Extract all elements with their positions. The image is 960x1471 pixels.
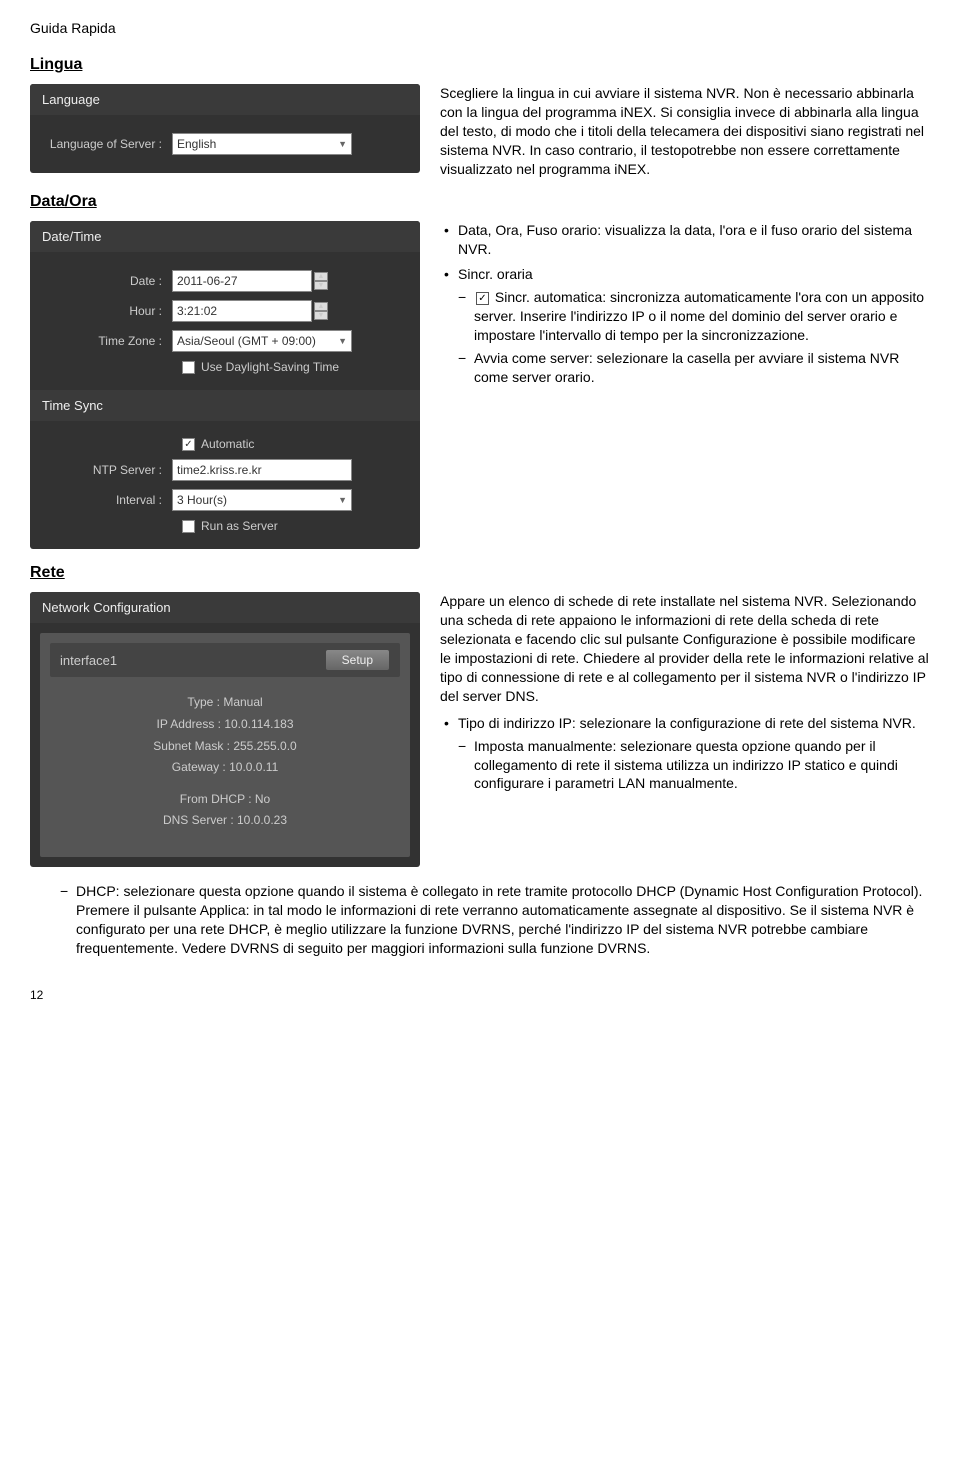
interface-name: interface1	[60, 653, 117, 668]
doc-header: Guida Rapida	[30, 20, 930, 36]
dataora-sub-1: ✓ Sincr. automatica: sincronizza automat…	[458, 288, 930, 345]
chevron-down-icon: ▼	[338, 495, 347, 505]
hour-spinner[interactable]: ▲▼	[314, 302, 328, 320]
section-lingua-title: Lingua	[30, 56, 930, 74]
dataora-bullet-1: Data, Ora, Fuso orario: visualizza la da…	[440, 221, 930, 259]
page-number: 12	[30, 988, 930, 1002]
date-input[interactable]: 2011-06-27	[172, 270, 312, 292]
net-dhcp: From DHCP : No	[50, 789, 400, 811]
section-rete-title: Rete	[30, 564, 930, 582]
language-panel-header: Language	[30, 84, 420, 115]
language-select[interactable]: English ▼	[172, 133, 352, 155]
interval-value: 3 Hour(s)	[177, 493, 227, 507]
interval-select[interactable]: 3 Hour(s) ▼	[172, 489, 352, 511]
dvrns-label: DVRNS	[230, 940, 279, 956]
dataora-sub-2: Avvia come server: selezionare la casell…	[458, 349, 930, 387]
interval-label: Interval :	[42, 493, 172, 507]
rete-bullet-rest: : selezionare la configurazione di rete …	[572, 715, 916, 731]
net-type: Type : Manual	[50, 692, 400, 714]
inline-checkbox-icon: ✓	[476, 292, 489, 305]
chevron-down-icon: ▼	[338, 139, 347, 149]
automatic-label: Automatic	[201, 437, 254, 451]
tz-label: Time Zone :	[42, 334, 172, 348]
dst-label: Use Daylight-Saving Time	[201, 360, 339, 374]
date-label: Date :	[42, 274, 172, 288]
date-value: 2011-06-27	[177, 274, 238, 288]
sub1-strong: Sincr. automatica	[495, 289, 602, 305]
bullet1-strong: Data, Ora, Fuso orario	[458, 222, 597, 238]
rete-bullet-strong: Tipo di indirizzo IP	[458, 715, 572, 731]
tz-value: Asia/Seoul (GMT + 09:00)	[177, 334, 316, 348]
hour-input[interactable]: 3:21:02	[172, 300, 312, 322]
chevron-down-icon: ▼	[338, 336, 347, 346]
language-panel: Language Language of Server : English ▼	[30, 84, 420, 173]
net-gateway: Gateway : 10.0.0.11	[50, 757, 400, 779]
dhcp-rest-c: di seguito per maggiori informazioni sul…	[279, 940, 650, 956]
sub2-strong: Avvia come server	[474, 350, 589, 366]
datetime-panel-header: Date/Time	[30, 221, 420, 252]
dataora-bullet-2: Sincr. oraria ✓ Sincr. automatica: sincr…	[440, 265, 930, 386]
lingua-description: Scegliere la lingua in cui avviare il si…	[440, 84, 930, 178]
hour-label: Hour :	[42, 304, 172, 318]
applica-label: Applica	[200, 902, 246, 918]
language-field-label: Language of Server :	[42, 137, 172, 151]
rete-sub-1: Imposta manualmente: selezionare questa …	[458, 737, 930, 794]
net-ip: IP Address : 10.0.114.183	[50, 714, 400, 736]
dhcp-strong: DHCP	[76, 883, 116, 899]
rete-bullet-1: Tipo di indirizzo IP: selezionare la con…	[440, 714, 930, 794]
ntp-label: NTP Server :	[42, 463, 172, 477]
language-select-value: English	[177, 137, 216, 151]
network-panel-header: Network Configuration	[30, 592, 420, 623]
section-dataora-title: Data/Ora	[30, 193, 930, 211]
timesync-header: Time Sync	[30, 390, 420, 421]
rete-sub-strong: Imposta manualmente	[474, 738, 613, 754]
net-subnet: Subnet Mask : 255.255.0.0	[50, 736, 400, 758]
rete-conf: Configurazione	[683, 631, 777, 647]
hour-value: 3:21:02	[177, 304, 217, 318]
setup-button[interactable]: Setup	[325, 649, 390, 671]
dst-checkbox[interactable]	[182, 361, 195, 374]
datetime-panel: Date/Time Date : 2011-06-27 ▲▼ Hour : 3:…	[30, 221, 420, 549]
rete-dhcp-sub: DHCP: selezionare questa opzione quando …	[60, 882, 930, 958]
runserver-checkbox[interactable]	[182, 520, 195, 533]
tz-select[interactable]: Asia/Seoul (GMT + 09:00) ▼	[172, 330, 352, 352]
automatic-checkbox[interactable]: ✓	[182, 438, 195, 451]
rete-para1: Appare un elenco di schede di rete insta…	[440, 592, 930, 705]
date-spinner[interactable]: ▲▼	[314, 272, 328, 290]
network-panel: Network Configuration interface1 Setup T…	[30, 592, 420, 867]
runserver-label: Run as Server	[201, 519, 278, 533]
bullet2-strong: Sincr. oraria	[458, 266, 533, 282]
ntp-input[interactable]: time2.kriss.re.kr	[172, 459, 352, 481]
ntp-value: time2.kriss.re.kr	[177, 463, 262, 477]
net-dns: DNS Server : 10.0.0.23	[50, 810, 400, 832]
